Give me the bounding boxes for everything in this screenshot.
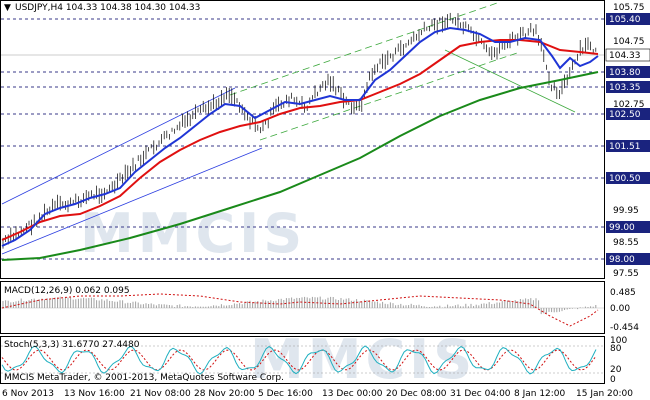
macd-y-tick: 0.485 [610, 288, 636, 298]
level-box [606, 172, 650, 184]
level-label: 101.51 [609, 142, 641, 152]
x-tick: 5 Dec 16:00 [258, 389, 313, 399]
chart-header-arrow[interactable]: ▼ [4, 3, 11, 13]
level-box [606, 253, 650, 265]
stoch-main-line [1, 345, 597, 375]
copyright-text: MMCIS MetaTrader, © 2001-2013, MetaQuote… [4, 373, 284, 383]
x-tick: 15 Jan 20:00 [576, 389, 633, 399]
x-tick: 13 Nov 16:00 [64, 389, 125, 399]
ma-slow-line [1, 71, 599, 261]
y-tick: 97.55 [613, 269, 639, 279]
macd-header: MACD(12,26,9) 0.062 0.095 [4, 286, 130, 296]
x-tick: 13 Dec 00:00 [322, 389, 383, 399]
watermark-indicators: MMCIS [250, 328, 476, 391]
level-box [606, 66, 650, 78]
stoch-panel-frame [0, 336, 605, 384]
y-tick: 105.75 [613, 3, 645, 13]
ma-fast-line [1, 26, 599, 247]
green-channel-lower [259, 51, 521, 141]
main-y-axis: 105.75 104.75 102.75 99.95 98.55 97.55 [613, 3, 645, 279]
price-level-lines [1, 18, 604, 260]
level-label: 105.40 [609, 15, 641, 25]
y-tick: 98.55 [613, 238, 639, 248]
green-channel-upper [229, 1, 501, 96]
level-label: 102.50 [609, 110, 641, 120]
level-box [606, 81, 650, 93]
y-tick: 102.75 [613, 100, 645, 110]
watermark-main: MMCIS [80, 202, 306, 265]
blue-channel-upper [1, 87, 236, 205]
x-tick: 21 Nov 08:00 [130, 389, 191, 399]
macd-panel-frame [0, 281, 605, 334]
level-label: 103.80 [609, 68, 641, 78]
x-tick: 28 Nov 20:00 [194, 389, 255, 399]
stoch-y-tick: 0 [610, 375, 616, 385]
level-box [606, 13, 650, 25]
macd-y-tick: -0.454 [610, 323, 639, 333]
macd-signal-line [1, 293, 599, 327]
blue-channel-lower [1, 147, 263, 255]
stoch-header: Stoch(5,3,3) 31.6770 27.4480 [4, 340, 140, 350]
x-tick: 31 Dec 04:00 [450, 389, 511, 399]
stoch-y-tick: 100 [610, 336, 627, 346]
level-box [606, 140, 650, 152]
current-price-box [605, 48, 650, 62]
level-label: 103.35 [609, 83, 641, 93]
y-tick: 104.75 [613, 37, 645, 47]
level-label: 100.50 [609, 174, 641, 184]
time-axis: 6 Nov 2013 13 Nov 16:00 21 Nov 08:00 28 … [2, 389, 633, 399]
ma-mid-line [1, 39, 599, 241]
level-label: 98.00 [609, 255, 635, 265]
level-box [606, 108, 650, 120]
x-tick: 6 Nov 2013 [2, 389, 54, 399]
current-price-label: 104.33 [609, 51, 641, 61]
macd-y-tick: 0.00 [610, 304, 630, 314]
x-tick: 8 Jan 12:00 [514, 389, 566, 399]
level-label: 99.00 [609, 223, 635, 233]
x-tick: 20 Dec 08:00 [386, 389, 447, 399]
macd-histogram [2, 296, 597, 315]
stoch-y-tick: 80 [610, 344, 622, 354]
y-tick: 99.95 [613, 206, 639, 216]
main-chart-header: USDJPY,H4 104.33 104.38 104.30 104.33 [15, 3, 200, 13]
stoch-signal-line [1, 349, 597, 371]
stoch-y-tick: 20 [610, 365, 622, 375]
green-correction-line [444, 49, 576, 113]
level-box [606, 221, 650, 233]
main-panel-frame [0, 0, 605, 279]
level-label-boxes: 105.40 104.33 103.80 103.35 102.50 101.5… [605, 13, 650, 265]
trend-channels [1, 1, 576, 255]
